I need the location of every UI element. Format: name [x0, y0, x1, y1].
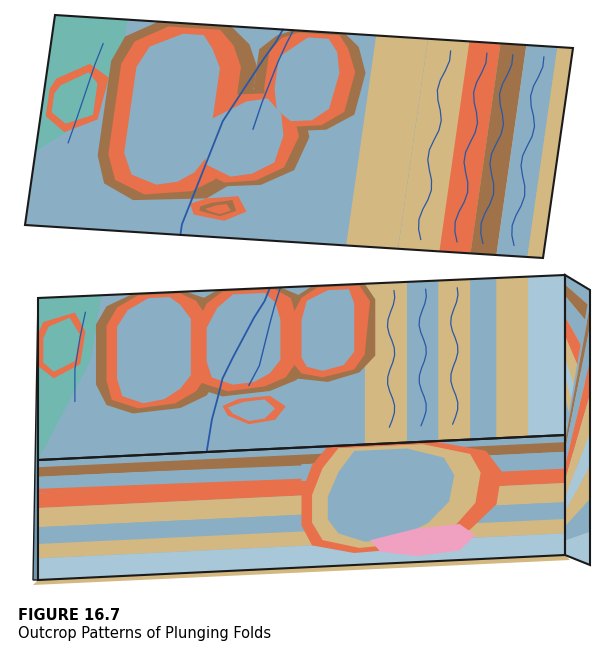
Polygon shape	[206, 293, 280, 385]
Polygon shape	[33, 555, 570, 585]
Polygon shape	[194, 93, 299, 182]
Polygon shape	[124, 34, 220, 184]
Polygon shape	[98, 21, 257, 200]
Polygon shape	[183, 89, 310, 186]
Polygon shape	[370, 524, 475, 556]
Polygon shape	[25, 15, 128, 225]
Polygon shape	[223, 396, 286, 424]
Polygon shape	[565, 275, 590, 307]
Polygon shape	[565, 326, 590, 466]
Polygon shape	[38, 483, 565, 527]
Polygon shape	[38, 295, 101, 460]
Polygon shape	[43, 318, 80, 372]
Polygon shape	[291, 286, 370, 377]
Polygon shape	[407, 281, 439, 442]
Polygon shape	[398, 39, 573, 258]
Polygon shape	[25, 15, 573, 258]
Polygon shape	[38, 479, 302, 494]
Polygon shape	[565, 415, 590, 565]
Polygon shape	[109, 27, 241, 194]
Polygon shape	[565, 317, 590, 395]
Polygon shape	[565, 397, 590, 532]
Polygon shape	[565, 307, 590, 451]
Polygon shape	[365, 275, 565, 444]
Polygon shape	[565, 361, 590, 480]
Polygon shape	[565, 466, 590, 526]
Polygon shape	[275, 37, 340, 121]
Polygon shape	[527, 47, 573, 258]
Polygon shape	[302, 442, 502, 553]
Polygon shape	[439, 41, 500, 253]
Polygon shape	[205, 204, 231, 214]
Polygon shape	[200, 200, 236, 216]
Polygon shape	[96, 291, 217, 413]
Text: FIGURE 16.7: FIGURE 16.7	[18, 608, 120, 623]
Polygon shape	[264, 33, 355, 127]
Polygon shape	[565, 532, 590, 565]
Polygon shape	[496, 277, 528, 438]
Polygon shape	[565, 290, 590, 442]
Polygon shape	[565, 377, 590, 499]
Polygon shape	[565, 499, 590, 540]
Polygon shape	[196, 289, 296, 391]
Polygon shape	[204, 98, 283, 176]
Polygon shape	[302, 289, 354, 371]
Polygon shape	[38, 502, 565, 544]
Polygon shape	[439, 279, 470, 441]
Polygon shape	[565, 296, 590, 361]
Polygon shape	[107, 293, 206, 408]
Polygon shape	[190, 196, 247, 220]
Polygon shape	[38, 435, 565, 580]
Polygon shape	[470, 43, 526, 255]
Polygon shape	[470, 278, 496, 440]
Polygon shape	[38, 452, 565, 494]
Polygon shape	[117, 297, 191, 403]
Polygon shape	[565, 275, 590, 565]
Polygon shape	[38, 462, 302, 476]
Polygon shape	[38, 519, 565, 558]
Polygon shape	[328, 448, 454, 542]
Polygon shape	[52, 72, 98, 124]
Polygon shape	[284, 31, 428, 248]
Polygon shape	[496, 45, 557, 257]
Polygon shape	[254, 30, 365, 132]
Polygon shape	[346, 35, 428, 248]
Polygon shape	[33, 298, 38, 580]
Polygon shape	[291, 284, 365, 448]
Polygon shape	[38, 442, 565, 477]
Polygon shape	[38, 313, 85, 378]
Polygon shape	[185, 287, 312, 396]
Text: Outcrop Patterns of Plunging Folds: Outcrop Patterns of Plunging Folds	[18, 626, 271, 641]
Polygon shape	[565, 285, 590, 326]
Polygon shape	[286, 284, 375, 382]
Polygon shape	[565, 433, 590, 512]
Polygon shape	[565, 395, 590, 498]
Polygon shape	[38, 468, 565, 508]
Polygon shape	[46, 64, 109, 132]
Polygon shape	[565, 336, 590, 433]
Polygon shape	[312, 444, 481, 548]
Polygon shape	[38, 534, 565, 580]
Polygon shape	[528, 275, 565, 437]
Polygon shape	[228, 399, 275, 421]
Polygon shape	[565, 358, 590, 466]
Polygon shape	[38, 275, 565, 460]
Polygon shape	[38, 435, 565, 467]
